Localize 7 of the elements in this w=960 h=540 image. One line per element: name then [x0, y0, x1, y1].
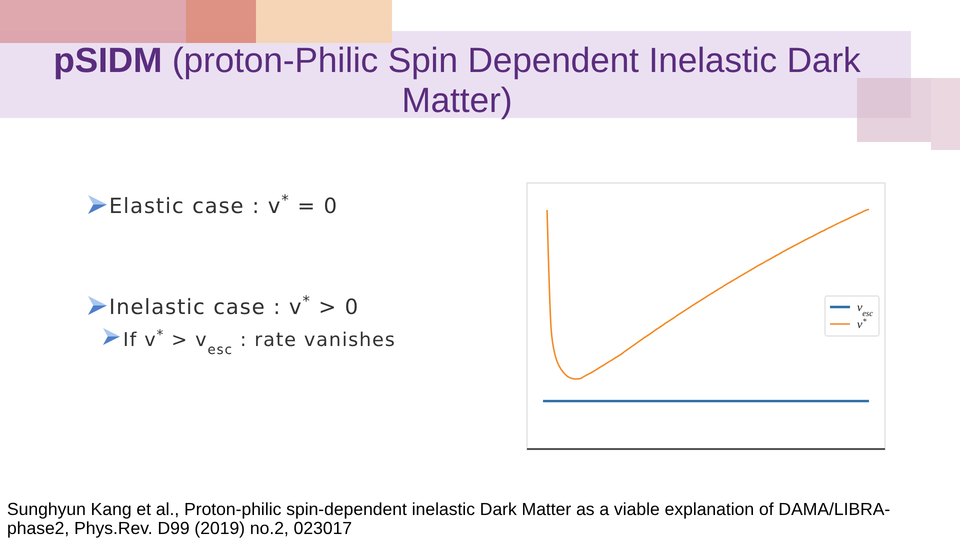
legend-label: v$^{*}$: [857, 316, 868, 331]
text: If v$^{*}$ > v$_{esc}$ : rate vanishes: [123, 328, 396, 358]
text: Elastic case : v$^{*}$ = 0: [109, 192, 338, 218]
legend-label: v$_{esc}$: [857, 300, 874, 318]
chart-title: pSIDM (proton-Philic Spin Dependent Inelastic Dark Matter): [53, 41, 862, 120]
text: Sunghyun Kang et al., Proton-philic spin-dependent inelastic Dark Matter as a viable explanation of DAMA/LIBRA-phase2, Phys.Rev. D99 (2019) no.2, 023017: [7, 499, 890, 538]
text: Inelastic case : v$^{*}$ > 0: [109, 292, 360, 319]
